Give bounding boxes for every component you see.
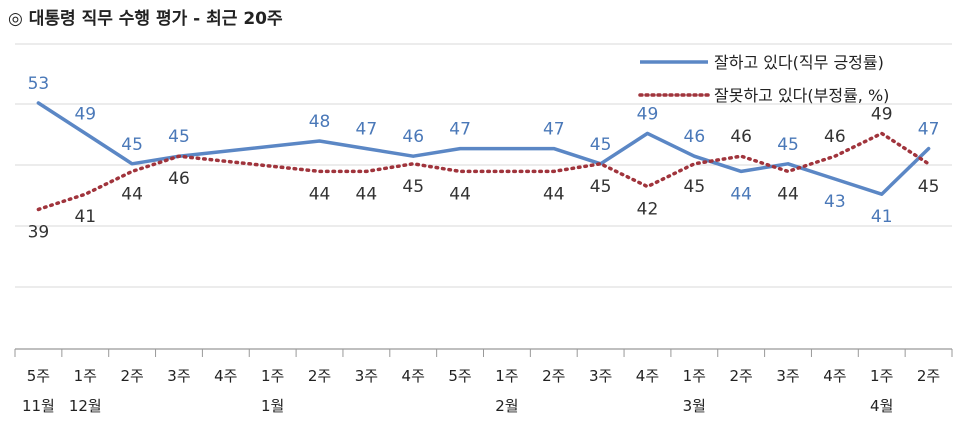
x-tick-label-week: 2주: [542, 367, 565, 385]
data-label-positive: 45: [121, 135, 143, 155]
legend: 잘하고 있다(직무 긍정률) 잘못하고 있다(부정률, %): [638, 53, 889, 105]
data-label-positive: 47: [543, 120, 565, 140]
data-label-positive: 43: [824, 192, 846, 212]
x-tick-label-week: 4주: [823, 367, 846, 385]
data-label-positive: 47: [356, 120, 378, 140]
x-tick-label-week: 2주: [308, 367, 331, 385]
x-tick-label-month: 4월: [870, 397, 893, 415]
data-label-positive: 46: [402, 127, 424, 147]
x-tick-label-month: 3월: [683, 397, 706, 415]
data-label-positive: 46: [684, 127, 706, 147]
data-label-negative: 46: [824, 127, 846, 147]
x-tick-label-week: 1주: [495, 367, 518, 385]
data-label-positive: 47: [918, 120, 940, 140]
data-label-positive: 47: [449, 120, 471, 140]
x-tick-label-week: 3주: [167, 367, 190, 385]
x-tick-label-week: 3주: [589, 367, 612, 385]
series-line-negative: [36, 131, 931, 212]
legend-label-positive: 잘하고 있다(직무 긍정률): [714, 53, 884, 72]
data-label-negative: 45: [918, 177, 940, 197]
data-label-negative: 46: [730, 127, 752, 147]
x-tick-label-week: 1주: [261, 367, 284, 385]
x-tick-label-week: 1주: [74, 367, 97, 385]
data-label-negative: 45: [684, 177, 706, 197]
data-label-negative: 49: [871, 104, 893, 124]
x-tick-label-week: 1주: [683, 367, 706, 385]
data-labels: 53 39 49 41 45 44 45 46 48 44 47 44 46 45 47 44 47 44 45 45…: [28, 74, 940, 242]
x-tick-label-week: 3주: [776, 367, 799, 385]
x-tick-label-week: 5주: [27, 367, 50, 385]
data-label-positive: 45: [168, 127, 190, 147]
data-label-negative: 44: [543, 184, 565, 204]
data-label-negative: 44: [356, 184, 378, 204]
x-tick-label-week: 2주: [917, 367, 940, 385]
x-tick-label-week: 4주: [636, 367, 659, 385]
x-tick-label-month: 2월: [495, 397, 518, 415]
x-tick-label-week: 1주: [870, 367, 893, 385]
data-label-positive: 45: [590, 135, 612, 155]
data-label-positive: 49: [637, 104, 659, 124]
x-tick-label-month: 1월: [261, 397, 284, 415]
chart-title: ◎ 대통령 직무 수행 평가 - 최근 20주: [8, 9, 283, 29]
x-tick-label-week: 4주: [214, 367, 237, 385]
data-label-negative: 44: [449, 184, 471, 204]
data-label-positive: 45: [777, 135, 799, 155]
x-tick-label-week: 5주: [448, 367, 471, 385]
data-label-negative: 41: [74, 207, 96, 227]
x-tick-label-week: 2주: [730, 367, 753, 385]
data-label-negative: 44: [309, 184, 331, 204]
x-tick-label-week: 2주: [120, 367, 143, 385]
series-line-positive: [36, 101, 931, 196]
data-label-positive: 49: [74, 104, 96, 124]
data-label-negative: 44: [777, 184, 799, 204]
x-tick-label-week: 3주: [355, 367, 378, 385]
data-label-negative: 42: [637, 200, 659, 220]
data-label-positive: 44: [730, 184, 752, 204]
data-label-negative: 45: [402, 177, 424, 197]
legend-label-negative: 잘못하고 있다(부정률, %): [714, 86, 889, 105]
x-axis: 5주 11월 1주 12월 2주 3주 4주 1주 1월 2주 3주 4주 5주 1주 2월 2주 3주 4주 1주…: [14, 348, 953, 415]
x-tick-label-month: 11월: [22, 397, 55, 415]
data-label-positive: 41: [871, 207, 893, 227]
data-label-positive: 53: [28, 74, 50, 94]
data-label-negative: 45: [590, 177, 612, 197]
data-label-negative: 44: [121, 184, 143, 204]
data-label-positive: 48: [309, 112, 331, 132]
data-label-negative: 39: [28, 222, 50, 242]
x-tick-label-month: 12월: [69, 397, 102, 415]
data-label-negative: 46: [168, 169, 190, 189]
series-lines: [36, 101, 931, 212]
x-tick-label-week: 4주: [402, 367, 425, 385]
